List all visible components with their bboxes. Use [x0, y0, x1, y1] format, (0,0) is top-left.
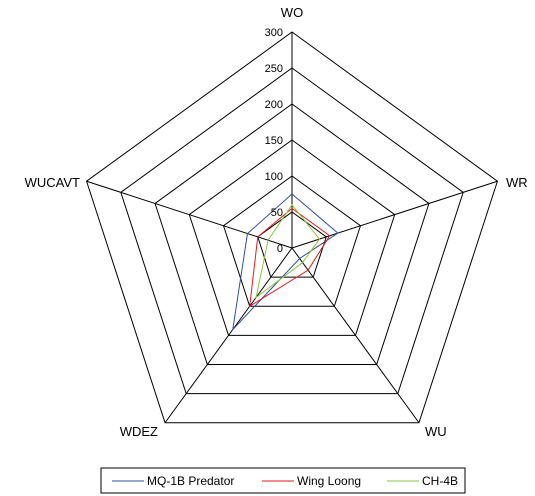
radar-grid	[85, 31, 499, 424]
grid-ring-300	[85, 31, 499, 424]
grid-ring-250	[120, 67, 464, 395]
series-line-ch-4b	[255, 203, 321, 299]
radial-tick-labels: 0 50 100 150 200 250 300	[265, 27, 283, 255]
series-line-mq-1b-predator	[232, 193, 339, 332]
axis-label-wu: WU	[425, 424, 447, 439]
legend-label-mq-1b-predator: MQ-1B Predator	[147, 474, 234, 488]
tick-label-150: 150	[265, 135, 283, 147]
spoke-wr	[291, 180, 498, 249]
legend: MQ-1B Predator Wing Loong CH-4B	[100, 467, 466, 494]
tick-label-50: 50	[271, 207, 283, 219]
tick-label-250: 250	[265, 63, 283, 75]
axis-label-wr: WR	[506, 175, 528, 190]
grid-ring-100	[222, 175, 362, 307]
grid-ring-150	[188, 139, 396, 336]
tick-label-0: 0	[277, 243, 283, 255]
spoke-wucavt	[86, 180, 293, 249]
legend-label-ch-4b: CH-4B	[422, 474, 458, 488]
series-line-wing-loong	[249, 207, 331, 308]
spoke-wdez	[164, 247, 293, 424]
axis-labels: WO WR WU WDEZ WUCAVT	[25, 5, 528, 439]
legend-label-wing-loong: Wing Loong	[297, 474, 361, 488]
axis-label-wdez: WDEZ	[120, 424, 158, 439]
tick-label-100: 100	[265, 171, 283, 183]
spoke-wu	[291, 247, 420, 424]
tick-label-200: 200	[265, 99, 283, 111]
radar-series	[232, 193, 339, 332]
tick-label-300: 300	[265, 27, 283, 39]
axis-label-wucavt: WUCAVT	[25, 175, 80, 190]
axis-label-wo: WO	[281, 5, 303, 20]
grid-ring-200	[154, 103, 430, 365]
